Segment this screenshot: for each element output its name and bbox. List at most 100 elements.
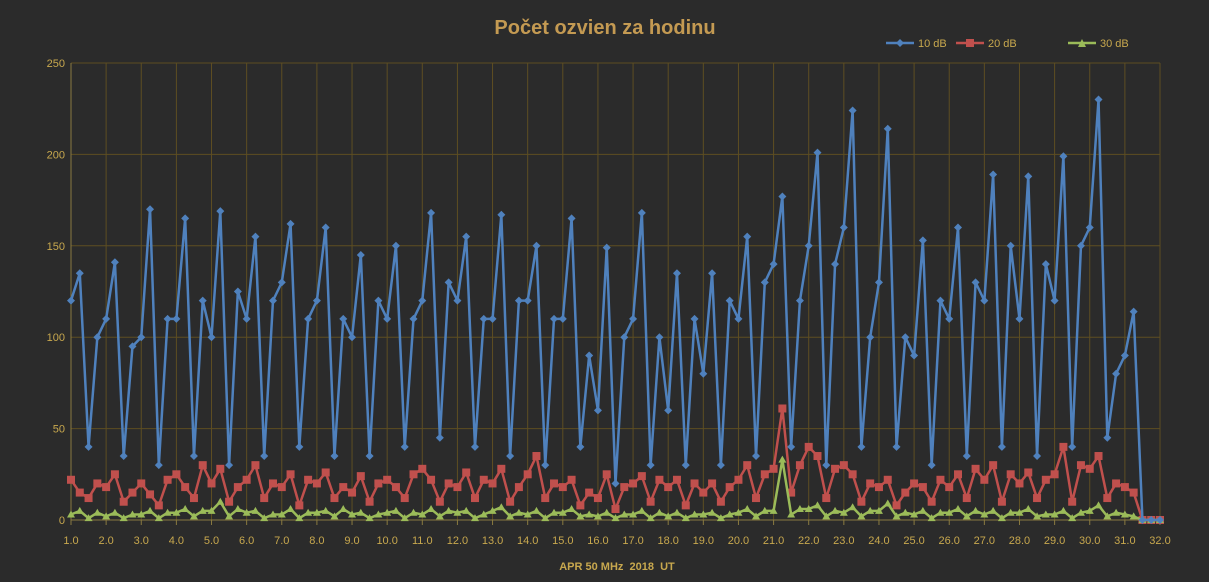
x-tick-label: 27.0 [974,535,995,547]
data-point [901,333,910,342]
legend-item-10db: 10 dB [886,38,947,50]
data-point [857,497,866,506]
data-point [137,510,146,518]
data-point [585,351,594,360]
data-point [980,510,989,518]
data-point [462,468,471,477]
data-point [418,296,427,305]
data-point [997,442,1006,451]
chart-title: Počet ozvien za hodinu [494,17,715,39]
data-point [769,464,778,473]
data-point [523,296,532,305]
data-point [532,506,541,514]
data-point [427,505,436,513]
data-point [637,506,646,514]
data-point [1015,479,1024,488]
data-point [822,512,831,520]
data-point [795,505,804,513]
data-point [1024,172,1033,181]
data-point [207,506,216,514]
data-point [699,369,708,378]
data-point [506,497,515,506]
data-point [479,510,488,518]
data-point [936,508,945,516]
data-point [874,483,883,492]
data-point [611,479,620,488]
data-point [444,278,453,287]
data-point [93,479,102,488]
data-point [734,314,743,323]
data-point [787,442,796,451]
data-point [1147,516,1156,524]
data-point [927,497,936,506]
data-point [444,506,453,514]
data-point [75,488,84,497]
x-tick-label: 31.0 [1114,535,1135,547]
data-point [708,508,717,516]
data-point [233,505,242,513]
data-point [374,479,383,488]
data-point [857,442,866,451]
data-point [883,124,892,133]
data-point [321,468,330,477]
data-point [954,470,963,479]
data-point [646,497,655,506]
data-point [391,483,400,492]
data-point [181,483,190,492]
data-point [848,106,857,115]
data-point [874,506,883,514]
data-point [479,314,488,323]
data-point [1112,479,1121,488]
data-point [620,483,629,492]
data-point [743,232,752,241]
data-point [699,488,708,497]
x-tick-label: 2.0 [98,535,113,547]
data-point [216,464,225,473]
data-point [154,514,163,522]
data-point [172,508,181,516]
data-point [110,258,119,267]
data-point [75,506,84,514]
data-point [1050,510,1059,518]
data-point [813,452,822,461]
data-point [365,514,374,522]
data-point [1094,452,1103,461]
data-point [1138,516,1147,524]
data-point [997,514,1006,522]
legend: 10 dB 20 dB 30 dB [886,38,1129,50]
data-point [910,351,919,360]
x-tick-label: 19.0 [693,535,714,547]
data-point [681,514,690,522]
data-point [1120,351,1129,360]
x-tick-label: 11.0 [412,535,433,547]
data-point [400,442,409,451]
data-point [1156,516,1164,524]
data-point [813,148,822,157]
data-point [804,442,813,451]
square-marker-icon [966,39,974,47]
data-point [760,470,769,479]
data-point [813,501,822,509]
data-point [822,494,831,503]
data-point [163,475,172,484]
series-30db [67,455,1164,523]
data-point [137,333,146,342]
data-point [1076,508,1085,516]
data-point [646,461,655,470]
data-point [567,505,576,513]
data-point [435,497,444,506]
data-point [251,506,260,514]
data-point [181,214,190,223]
data-point [936,475,945,484]
data-point [427,475,436,484]
data-point [1050,296,1059,305]
data-point [251,461,260,470]
data-point [453,508,462,516]
data-point [365,497,374,506]
data-point [506,512,515,520]
data-point [207,479,216,488]
data-point [795,461,804,470]
data-point [119,497,128,506]
data-point [304,508,313,516]
